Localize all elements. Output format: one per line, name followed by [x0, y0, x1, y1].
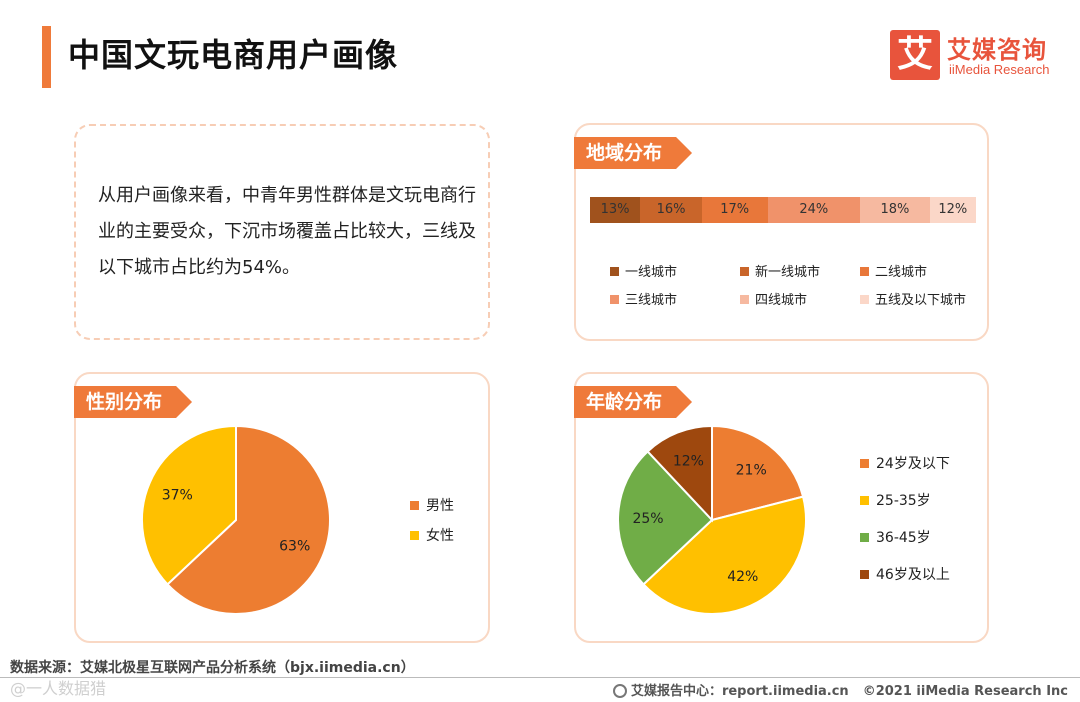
region-stacked-bar: 13% 16% 17% 24% 18% 12% — [590, 197, 976, 223]
logo-mark-icon: 艾 — [890, 30, 940, 80]
legend-swatch — [610, 295, 619, 304]
age-slice-label: 25% — [632, 511, 663, 527]
gender-pie-slice — [166, 424, 331, 615]
summary-text: 从用户画像来看，中青年男性群体是文玩电商行业的主要受众，下沉市场覆盖占比较大，三… — [98, 185, 476, 278]
gender-legend-label: 男性 — [426, 498, 454, 514]
legend-swatch — [740, 267, 749, 276]
age-slice-label: 12% — [673, 454, 704, 470]
legend-swatch — [860, 295, 869, 304]
gender-legend-swatch — [410, 531, 419, 540]
legend-swatch — [860, 267, 869, 276]
legend-swatch — [610, 267, 619, 276]
region-bar-segment: 12% — [929, 197, 976, 223]
region-section-tag: 地域分布 — [574, 137, 692, 169]
age-legend-swatch — [860, 459, 869, 468]
age-legend-label: 24岁及以下 — [876, 456, 950, 472]
iimedia-logo: 艾 艾媒咨询 iiMedia Research — [890, 30, 1060, 82]
summary-panel: 从用户画像来看，中青年男性群体是文玩电商行业的主要受众，下沉市场覆盖占比较大，三… — [74, 124, 490, 340]
footer-credits: 艾媒报告中心：report.iimedia.cn ©2021 iiMedia Re… — [612, 680, 1068, 699]
age-section-tag: 年龄分布 — [574, 386, 692, 418]
region-legend-item: 一线城市 — [610, 261, 677, 280]
copyright-text: ©2021 iiMedia Research Inc — [862, 684, 1068, 699]
region-legend-item: 新一线城市 — [740, 261, 820, 280]
logo-english-name: iiMedia Research — [949, 62, 1050, 77]
gender-pie-slice — [141, 424, 237, 586]
age-legend-swatch — [860, 533, 869, 542]
region-legend-item: 五线及以下城市 — [860, 289, 966, 308]
footer-divider — [0, 677, 1080, 678]
age-pie-slice — [617, 450, 714, 586]
region-bar-segment: 13% — [590, 197, 641, 223]
gender-legend-swatch — [410, 501, 419, 510]
watermark-text: @一人数据猎 — [10, 679, 107, 698]
logo-chinese-name: 艾媒咨询 — [947, 36, 1047, 64]
gender-legend-label: 女性 — [426, 527, 454, 544]
region-legend-item: 二线城市 — [860, 261, 927, 280]
age-pie-chart: 21% 42% 25% 12% 24岁及以下 25-35岁 36-45岁 46岁及以上 — [617, 424, 950, 615]
age-legend-label: 36-45岁 — [876, 530, 931, 546]
title-accent-bar — [42, 26, 51, 88]
region-legend-label: 五线及以下城市 — [875, 293, 967, 308]
age-distribution-panel: 年龄分布 21% 42% 25% 12% 24岁及以下 25-35岁 36-45岁 46岁及以… — [574, 372, 989, 643]
region-bar-segment: 17% — [701, 197, 768, 223]
age-legend-swatch — [860, 496, 869, 505]
region-legend-item: 四线城市 — [740, 289, 807, 308]
legend-swatch — [740, 295, 749, 304]
age-slice-label: 42% — [727, 569, 758, 585]
gender-slice-label: 63% — [279, 538, 310, 554]
age-pie-slice — [642, 495, 808, 615]
age-slice-label: 21% — [736, 462, 767, 478]
region-bar-segment: 16% — [640, 197, 702, 223]
region-distribution-panel: 地域分布 13% 16% 17% 24% 18% 12% 一线城市 新一线城市 二线城市三线城… — [574, 123, 989, 341]
age-pie-slice — [646, 424, 713, 523]
region-bar-segment: 24% — [767, 197, 861, 223]
region-legend-label: 新一线城市 — [755, 265, 821, 280]
age-legend-label: 25-35岁 — [876, 493, 931, 509]
region-legend-label: 三线城市 — [625, 293, 678, 308]
region-legend-label: 二线城市 — [875, 265, 928, 280]
gender-slice-label: 37% — [162, 488, 193, 504]
region-legend-label: 四线城市 — [755, 293, 808, 308]
age-legend-swatch — [860, 570, 869, 579]
region-legend-label: 一线城市 — [625, 265, 678, 280]
globe-icon — [612, 683, 627, 698]
age-pie-slice — [711, 424, 805, 522]
region-bar-segment: 18% — [860, 197, 930, 223]
region-legend-item: 三线城市 — [610, 289, 677, 308]
data-source-note: 数据来源：艾媒北极星互联网产品分析系统（bjx.iimedia.cn） — [10, 660, 415, 676]
age-legend-label: 46岁及以上 — [876, 567, 950, 583]
gender-distribution-panel: 性别分布 63% 37% 男性女性 — [74, 372, 490, 643]
page-title: 中国文玩电商用户画像 — [68, 36, 399, 74]
report-center-link[interactable]: 艾媒报告中心：report.iimedia.cn — [630, 684, 849, 699]
gender-section-tag: 性别分布 — [74, 386, 192, 418]
